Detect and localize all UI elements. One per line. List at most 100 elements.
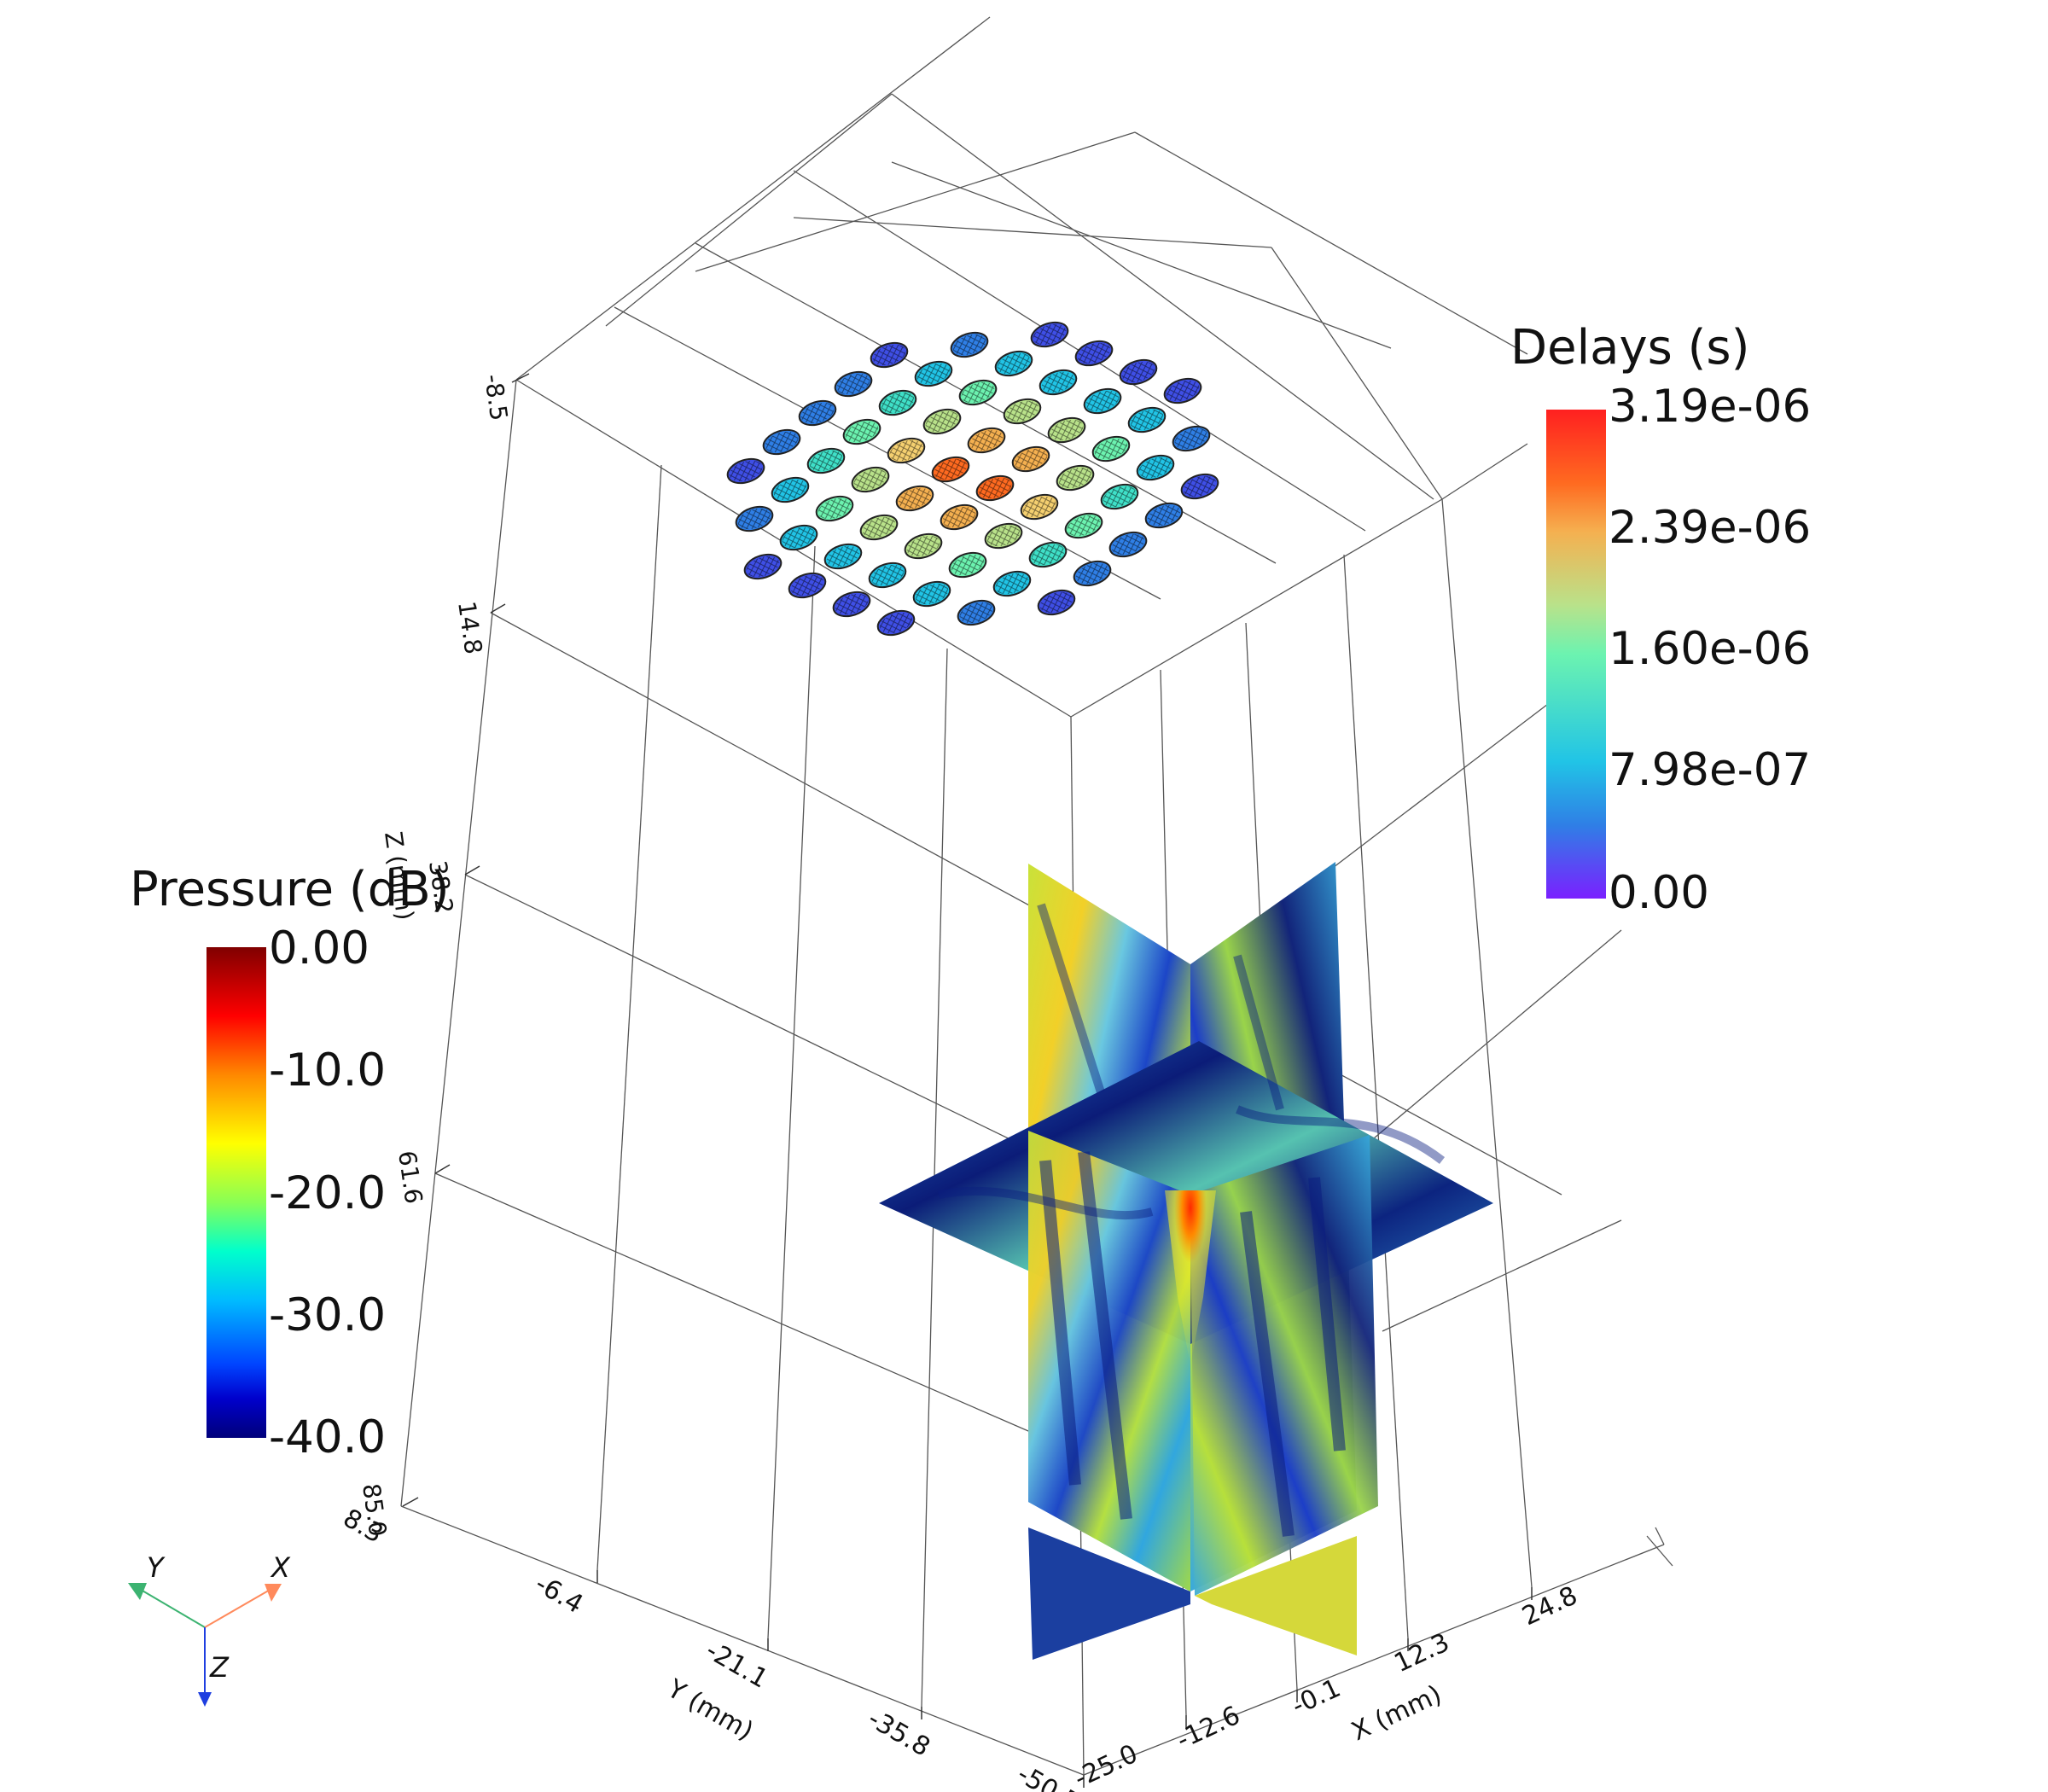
pressure-tick-label: -10.0 bbox=[269, 1044, 387, 1097]
transducer-element-mesh bbox=[942, 506, 976, 528]
orientation-x-label: X bbox=[270, 1551, 291, 1584]
transducer-element-mesh bbox=[1166, 380, 1200, 402]
pressure-tick-label: -20.0 bbox=[269, 1167, 387, 1219]
transducer-element-mesh bbox=[737, 508, 771, 530]
transducer-element-mesh bbox=[1041, 371, 1075, 393]
transducer-element-mesh bbox=[925, 410, 959, 433]
transducer-element-mesh bbox=[729, 460, 763, 482]
delays-tick-label: 0.00 bbox=[1609, 867, 1710, 919]
transducer-element-mesh bbox=[817, 497, 852, 520]
orientation-axes-widget[interactable]: Y X Z bbox=[128, 1551, 291, 1707]
z-tick-label: 14.8 bbox=[452, 599, 487, 655]
transducer-element-mesh bbox=[1039, 591, 1073, 614]
y-tick-label: -21.1 bbox=[701, 1636, 773, 1695]
transducer-element-mesh bbox=[952, 334, 986, 356]
transducer-element-mesh bbox=[997, 352, 1031, 375]
transducer-element-mesh bbox=[1103, 486, 1137, 508]
transducer-element-mesh bbox=[800, 402, 835, 424]
transducer-element-mesh bbox=[853, 468, 887, 491]
transducer-element-mesh bbox=[1014, 448, 1048, 470]
delays-tick-label: 1.60e-06 bbox=[1609, 623, 1812, 675]
x-tick-label: 12.3 bbox=[1390, 1627, 1454, 1679]
transducer-element-mesh bbox=[978, 477, 1012, 499]
transducer-element-mesh bbox=[836, 373, 870, 395]
transducer-element-mesh bbox=[951, 554, 985, 576]
transducer-element-mesh bbox=[986, 525, 1021, 547]
transducer-element-mesh bbox=[995, 573, 1029, 595]
transducer-element-mesh bbox=[1077, 342, 1111, 364]
x-axis-title: X (mm) bbox=[1347, 1679, 1446, 1747]
delays-tick-label: 3.19e-06 bbox=[1609, 381, 1812, 433]
x-tick-label: -25.0 bbox=[1070, 1739, 1143, 1792]
transducer-element-mesh bbox=[872, 344, 906, 366]
transducer-element-mesh bbox=[1094, 438, 1128, 460]
transducer-element-mesh bbox=[934, 458, 968, 480]
transducer-element-mesh bbox=[906, 535, 940, 557]
transducer-element-mesh bbox=[969, 429, 1004, 451]
x-arrow-icon bbox=[265, 1584, 282, 1602]
pressure-tick-label: 0.00 bbox=[269, 922, 370, 975]
transducer-element-mesh bbox=[1111, 533, 1145, 556]
z-tick-label: 61.6 bbox=[393, 1149, 428, 1205]
pressure-tick-label: -30.0 bbox=[269, 1289, 387, 1341]
transducer-element-mesh bbox=[881, 392, 915, 414]
slice-yz-bottom bbox=[1195, 1536, 1357, 1655]
transducer-element-mesh bbox=[1147, 504, 1181, 527]
pressure-colorbar-title: Pressure (dB) bbox=[130, 862, 450, 917]
transducer-element-mesh bbox=[782, 527, 816, 549]
transducer-element-mesh bbox=[916, 363, 951, 385]
z-axis-labels: -8.5 14.8 38.2 61.6 85.0 Z (mm) bbox=[357, 372, 513, 1538]
transducer-element-mesh bbox=[809, 450, 843, 472]
transducer-element-mesh bbox=[1031, 544, 1065, 566]
delays-colorbar-title: Delays (s) bbox=[1510, 320, 1750, 375]
transducer-element-mesh bbox=[790, 574, 824, 596]
transducer-element-mesh bbox=[1075, 562, 1109, 585]
z-tick-label: -8.5 bbox=[479, 372, 513, 422]
transducer-element-mesh bbox=[826, 545, 860, 567]
transducer-element-mesh bbox=[1183, 475, 1217, 497]
x-tick-label: 24.8 bbox=[1518, 1580, 1582, 1632]
y-axis-labels: 8.3 -6.4 -21.1 -35.8 -50.5 Y (mm) bbox=[338, 1504, 1085, 1792]
slice-xz-bottom bbox=[1028, 1527, 1190, 1660]
transducer-element-mesh bbox=[1130, 409, 1164, 431]
transducer-element-mesh bbox=[1033, 323, 1067, 346]
transducer-element-mesh bbox=[1067, 515, 1101, 537]
transducer-element-mesh bbox=[870, 564, 905, 586]
transducer-array bbox=[726, 321, 1219, 637]
x-tick-label: -0.1 bbox=[1288, 1673, 1346, 1721]
pressure-slices bbox=[879, 862, 1493, 1660]
pressure-colorbar[interactable] bbox=[207, 947, 266, 1438]
focal-spot bbox=[1165, 1190, 1216, 1365]
transducer-element-mesh bbox=[1022, 496, 1056, 518]
transducer-element-mesh bbox=[898, 487, 932, 509]
transducer-element-mesh bbox=[879, 612, 913, 634]
x-tick-label: -12.6 bbox=[1172, 1701, 1245, 1756]
transducer-element-mesh bbox=[1050, 419, 1084, 441]
delays-colorbar[interactable] bbox=[1546, 410, 1606, 899]
z-arrow-icon bbox=[198, 1692, 212, 1707]
transducer-element-mesh bbox=[1138, 457, 1172, 479]
transducer-element-mesh bbox=[746, 556, 780, 578]
pressure-tick-label: -40.0 bbox=[269, 1411, 387, 1463]
transducer-element-mesh bbox=[961, 381, 995, 404]
orientation-y-label: Y bbox=[147, 1551, 166, 1584]
transducer-element-mesh bbox=[1058, 467, 1092, 489]
transducer-element-mesh bbox=[1174, 428, 1208, 450]
delays-tick-label: 7.98e-07 bbox=[1609, 744, 1812, 796]
transducer-element-mesh bbox=[1005, 400, 1039, 422]
transducer-element-mesh bbox=[835, 593, 869, 615]
transducer-element-mesh bbox=[1121, 361, 1155, 383]
transducer-element-mesh bbox=[915, 583, 949, 605]
transducer-element-mesh bbox=[845, 421, 879, 443]
orientation-z-label: Z bbox=[209, 1651, 230, 1684]
transducer-element-mesh bbox=[773, 479, 807, 501]
axis-ticks bbox=[402, 373, 1533, 1788]
transducer-element-mesh bbox=[889, 439, 923, 462]
y-arrow-icon bbox=[128, 1583, 147, 1600]
transducer-element-mesh bbox=[959, 602, 993, 624]
slice-yz-front bbox=[1190, 1135, 1378, 1596]
transducer-element-mesh bbox=[862, 516, 896, 538]
transducer-element-mesh bbox=[1085, 390, 1120, 412]
transducer-element-mesh bbox=[765, 431, 799, 453]
